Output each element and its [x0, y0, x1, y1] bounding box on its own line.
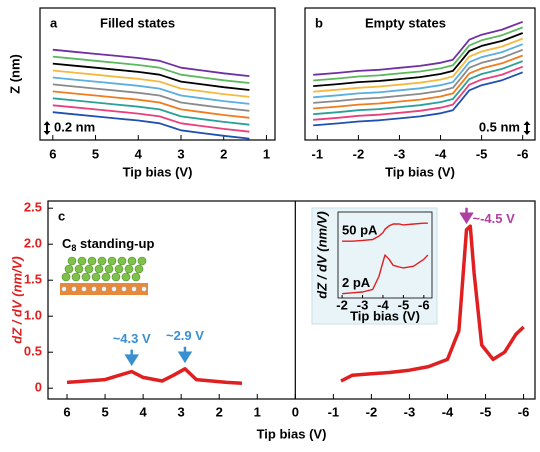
data-line [313, 54, 524, 110]
data-line [313, 71, 524, 127]
y-axis-label: dZ / dV (nm/V) [314, 211, 329, 298]
x-tick-label: 1 [254, 404, 261, 419]
y-tick-label: 1.0 [24, 308, 42, 323]
data-line [313, 32, 524, 87]
plot-frame [337, 211, 433, 299]
x-tick-label: 6 [49, 146, 56, 161]
plot-frame [47, 200, 536, 400]
annotation-label: ~2.9 V [166, 328, 204, 343]
panel-label: a [50, 15, 58, 30]
molecule-label-sub: 8 [71, 243, 76, 253]
x-tick-label: -6 [518, 404, 530, 419]
scale-bar-label: 0.5 nm [479, 119, 520, 134]
panel-label: c [58, 208, 65, 223]
molecule-label-main: C [62, 236, 72, 251]
inset-background [311, 207, 438, 325]
y-axis-label: dZ / dV (nm/V) [9, 256, 24, 343]
data-line [342, 222, 428, 242]
x-tick-label: 3 [178, 404, 185, 419]
data-line [52, 83, 250, 112]
x-tick-label: 3 [177, 146, 184, 161]
x-tick-label: -2 [366, 404, 378, 419]
annotation-arrow [177, 346, 193, 364]
y-tick-label: 1.5 [24, 272, 42, 287]
data-line [342, 254, 429, 295]
data-line [313, 48, 524, 104]
data-line [313, 43, 524, 99]
data-line [52, 48, 250, 77]
x-tick-label: -1 [312, 146, 324, 161]
scale-bar-label: 0.2 nm [54, 119, 95, 134]
data-line [313, 65, 524, 121]
x-tick-label: 2 [220, 146, 227, 161]
x-tick-label: -4 [377, 297, 389, 312]
data-line [52, 97, 250, 126]
plot-frame [39, 7, 276, 141]
y-tick-label: 0 [35, 380, 42, 395]
x-tick-label: -5 [480, 404, 492, 419]
data-line [52, 62, 250, 91]
x-tick-label: -3 [357, 297, 369, 312]
annotation-arrow [459, 207, 474, 225]
series-label: 50 pA [342, 223, 378, 238]
data-line [313, 60, 524, 116]
scale-bar-head [43, 121, 51, 135]
x-tick-label: 5 [101, 404, 108, 419]
x-tick-label: -2 [353, 146, 365, 161]
x-tick-label: 4 [140, 404, 148, 419]
data-line [52, 111, 250, 140]
x-axis-label: Tip bias (V) [257, 426, 327, 441]
data-line [313, 37, 524, 93]
x-tick-label: -3 [394, 146, 406, 161]
x-axis-label: Tip bias (V) [123, 164, 193, 179]
annotation-label: ~4.3 V [113, 331, 151, 346]
x-tick-label: -4 [435, 146, 447, 161]
scale-bar-head [523, 120, 531, 135]
data-line [66, 224, 525, 385]
plot-frame [304, 7, 536, 141]
y-tick-label: 0.5 [24, 344, 42, 359]
x-tick-label: -1 [328, 404, 340, 419]
data-line [52, 104, 250, 133]
x-tick-label: -6 [517, 146, 529, 161]
x-tick-label: 0 [292, 404, 299, 419]
panel-label: b [315, 15, 323, 30]
x-tick-label: -2 [336, 297, 348, 312]
x-tick-label: 4 [135, 146, 143, 161]
data-line [52, 55, 250, 84]
molecule-label: C8 standing-up [62, 236, 154, 253]
x-axis-label: Tip bias (V) [350, 308, 420, 323]
annotation-label: ~-4.5 V [473, 211, 516, 226]
data-line [52, 69, 250, 98]
y-axis-label: Z (nm) [7, 54, 22, 94]
data-line [52, 76, 250, 105]
annotation-arrow [124, 349, 139, 366]
data-line [313, 26, 524, 82]
x-tick-label: -6 [418, 297, 430, 312]
y-tick-label: 2.0 [24, 236, 42, 251]
panel-title: Filled states [100, 15, 175, 30]
data-line [313, 20, 524, 76]
data-line [52, 90, 250, 119]
x-tick-label: 1 [263, 146, 270, 161]
y-tick-label: 2.5 [24, 200, 42, 215]
x-tick-label: 5 [92, 146, 99, 161]
molecule-illustration: C8 standing-up [60, 236, 154, 295]
x-tick-label: 2 [216, 404, 223, 419]
x-tick-label: 6 [63, 404, 70, 419]
x-tick-label: -5 [398, 297, 410, 312]
series-label: 2 pA [342, 275, 371, 290]
x-tick-label: -3 [404, 404, 416, 419]
x-tick-label: -5 [476, 146, 488, 161]
x-tick-label: -4 [442, 404, 454, 419]
molecules [61, 256, 147, 282]
x-axis-label: Tip bias (V) [385, 164, 455, 179]
molecule-label-rest: standing-up [76, 236, 154, 251]
panel-title: Empty states [365, 15, 446, 30]
